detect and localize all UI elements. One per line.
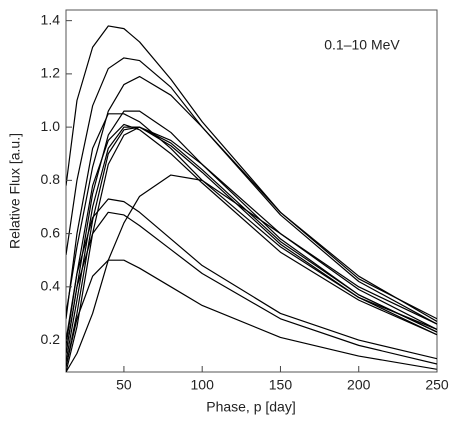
y-tick-label: 1.0 — [41, 118, 61, 134]
series-line — [66, 123, 437, 346]
series-line — [66, 113, 437, 330]
x-tick-label: 100 — [191, 377, 215, 393]
y-tick-label: 0.4 — [41, 278, 61, 294]
series-line — [66, 57, 437, 322]
annotation: 0.1–10 MeV — [324, 37, 400, 53]
y-tick-label: 1.2 — [41, 65, 61, 81]
plot-frame — [65, 9, 438, 373]
y-tick-label: 0.2 — [41, 331, 61, 347]
series-line — [66, 110, 437, 354]
y-tick-label: 0.6 — [41, 224, 61, 240]
series-line — [66, 198, 437, 360]
x-tick-label: 200 — [347, 377, 371, 393]
x-tick-label: 250 — [425, 377, 449, 393]
y-tick-label: 0.8 — [41, 171, 61, 187]
series-line — [66, 259, 437, 370]
x-tick-label: 150 — [269, 377, 293, 393]
x-tick-label: 50 — [116, 377, 132, 393]
series-line — [66, 174, 437, 372]
lines — [66, 25, 437, 372]
y-tick-label: 1.4 — [41, 11, 61, 27]
series-line — [66, 75, 437, 325]
x-axis-label: Phase, p [day] — [206, 399, 296, 415]
series-line — [66, 25, 437, 320]
series-line — [66, 211, 437, 365]
series-line — [66, 126, 437, 372]
y-axis-label: Relative Flux [a.u.] — [7, 133, 23, 249]
series-line — [66, 126, 437, 367]
